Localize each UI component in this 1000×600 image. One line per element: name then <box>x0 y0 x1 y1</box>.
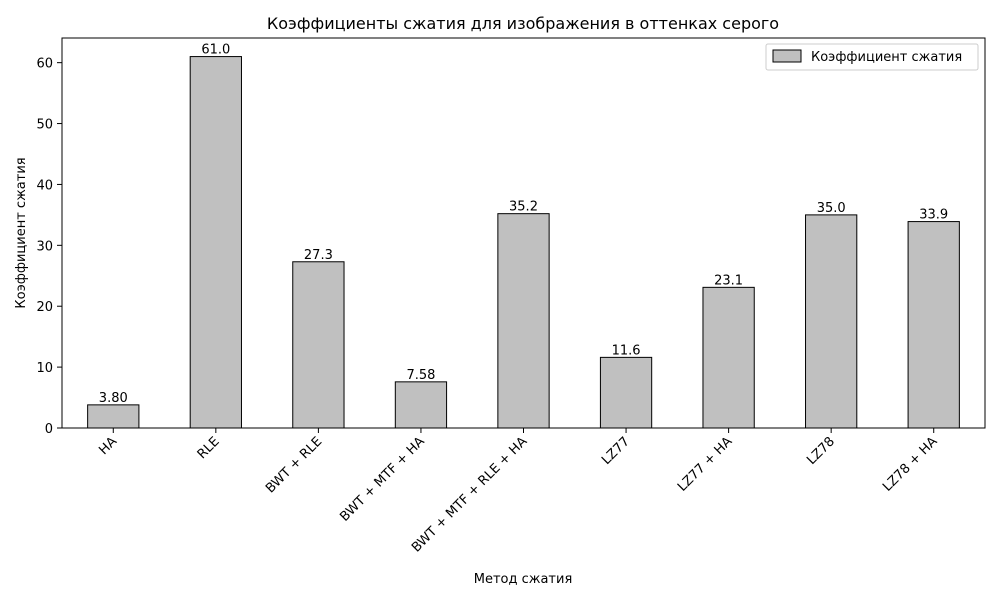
data-label-2: 27.3 <box>304 248 333 263</box>
x-tick-label-8: LZ78 + HA <box>880 434 941 495</box>
data-label-4: 35.2 <box>509 200 538 215</box>
legend-swatch <box>772 49 802 63</box>
data-label-0: 3.80 <box>99 391 128 406</box>
data-label-6: 23.1 <box>714 273 743 288</box>
bar-0 <box>87 404 140 429</box>
data-label-8: 33.9 <box>919 208 948 223</box>
legend: Коэффициент сжатия <box>765 43 979 71</box>
x-tick-label-3: BWT + MTF + HA <box>337 434 427 524</box>
y-tick-label-3: 30 <box>36 239 53 254</box>
bar-3 <box>394 381 448 429</box>
y-axis-label: Коэффициент сжатия <box>14 157 29 308</box>
y-tick-label-5: 50 <box>36 118 53 133</box>
x-tick-label-4: BWT + MTF + RLE + HA <box>409 434 530 555</box>
y-tick-label-6: 60 <box>36 57 53 72</box>
x-tick-label-2: BWT + RLE <box>263 434 325 496</box>
x-tick-label-7: LZ78 <box>804 434 838 468</box>
bar-1 <box>189 56 242 429</box>
data-label-5: 11.6 <box>612 343 641 358</box>
data-label-1: 61.0 <box>201 43 230 58</box>
x-tick-label-0: HA <box>96 434 120 458</box>
data-label-3: 7.58 <box>406 368 435 383</box>
chart-title: Коэффициенты сжатия для изображения в от… <box>267 14 779 33</box>
data-label-7: 35.0 <box>817 201 846 216</box>
plot-area: 3.80 HA 61.0 RLE 27.3 BWT + RLE 7.58 BWT + MTF … <box>36 37 986 556</box>
bar-6 <box>702 286 755 429</box>
y-tick-label-2: 20 <box>36 300 53 315</box>
y-tick-label-1: 10 <box>36 361 53 376</box>
y-tick-label-0: 0 <box>45 422 53 437</box>
bar-8 <box>907 221 960 429</box>
x-tick-label-1: RLE <box>195 434 223 462</box>
y-tick-label-4: 40 <box>36 178 53 193</box>
bar-4 <box>497 213 550 429</box>
bar-7 <box>805 214 858 429</box>
bar-5 <box>599 356 653 429</box>
plot-frame <box>61 37 986 429</box>
x-tick-label-5: LZ77 <box>599 434 633 468</box>
x-tick-label-6: LZ77 + HA <box>675 434 736 495</box>
x-axis-label: Метод сжатия <box>474 572 573 587</box>
bar-2 <box>292 261 345 429</box>
legend-label: Коэффициент сжатия <box>811 50 962 65</box>
legend-frame <box>765 43 979 71</box>
